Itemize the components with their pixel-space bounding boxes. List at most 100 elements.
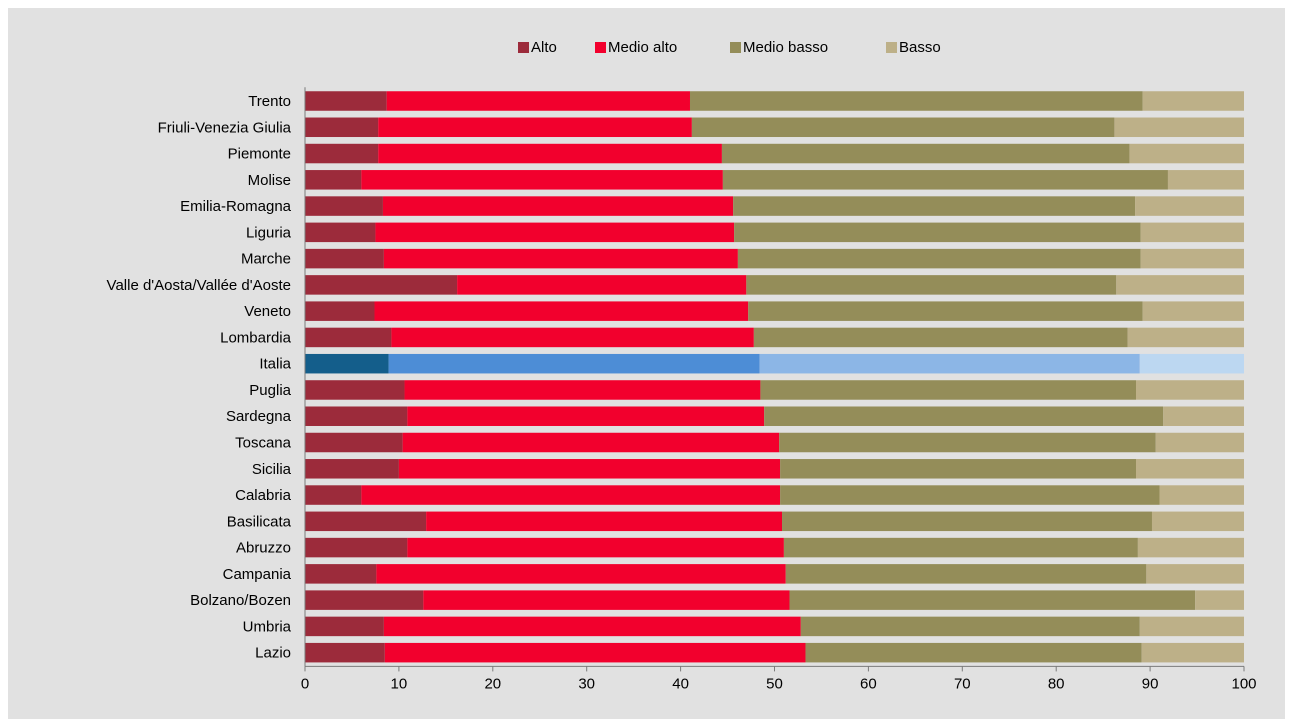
bar-italia-alto bbox=[305, 353, 389, 374]
bar-toscana-alto bbox=[305, 432, 403, 453]
bar-campania-alto bbox=[305, 564, 377, 584]
bar-basilicata-alto bbox=[305, 511, 427, 532]
chart-panel: Alto Medio alto Medio basso Basso Trento Fri… bbox=[8, 8, 1285, 719]
bar-sicilia-basso bbox=[1136, 459, 1244, 479]
bar-molise-alto bbox=[305, 170, 362, 190]
x-axis: 0 10 20 30 40 50 60 70 80 90 100 bbox=[301, 87, 1257, 692]
bar-bolzano-bozen-medio-basso bbox=[789, 590, 1196, 610]
bar-lombardia-medio-basso bbox=[753, 327, 1128, 348]
bar-lazio-basso bbox=[1141, 642, 1244, 663]
bar-marche-alto bbox=[305, 248, 384, 269]
bar-sicilia-medio-alto bbox=[398, 459, 781, 479]
bar-umbria-basso bbox=[1139, 616, 1244, 637]
bar-friuli-venezia-giulia-medio-basso bbox=[691, 117, 1115, 138]
bar-italia-basso bbox=[1139, 353, 1244, 374]
x-tick-label-60: 60 bbox=[860, 675, 877, 692]
legend: Alto Medio alto Medio basso Basso bbox=[518, 39, 941, 56]
bar-trento-alto bbox=[305, 91, 387, 111]
bar-lazio-medio-basso bbox=[805, 642, 1142, 663]
category-label-valle-d-aosta-vallee-d-aoste: Valle d'Aosta/Vallée d'Aoste bbox=[107, 277, 291, 294]
category-label-lombardia: Lombardia bbox=[220, 329, 292, 346]
bar-bolzano-bozen-alto bbox=[305, 590, 424, 610]
legend-swatch-medio-alto bbox=[595, 42, 606, 53]
category-label-puglia: Puglia bbox=[249, 382, 291, 399]
legend-label-medio-alto: Medio alto bbox=[608, 39, 677, 56]
category-label-campania: Campania bbox=[223, 566, 292, 583]
category-label-veneto: Veneto bbox=[244, 303, 291, 320]
bar-friuli-venezia-giulia-medio-alto bbox=[378, 117, 692, 138]
x-tick-label-30: 30 bbox=[578, 675, 595, 692]
bar-calabria-basso bbox=[1159, 485, 1244, 505]
bar-friuli-venezia-giulia-basso bbox=[1114, 117, 1244, 138]
bar-toscana-medio-basso bbox=[779, 432, 1156, 453]
category-label-italia: Italia bbox=[259, 356, 291, 373]
bar-valle-d-aosta-vallee-d-aoste-medio-alto bbox=[457, 275, 747, 295]
bar-lombardia-medio-alto bbox=[391, 327, 754, 348]
bar-valle-d-aosta-vallee-d-aoste-basso bbox=[1116, 275, 1244, 295]
bar-molise-medio-basso bbox=[722, 170, 1168, 190]
category-label-liguria: Liguria bbox=[246, 224, 292, 241]
bar-emilia-romagna-medio-alto bbox=[382, 196, 734, 216]
bar-toscana-basso bbox=[1155, 432, 1244, 453]
category-label-piemonte: Piemonte bbox=[228, 146, 291, 163]
legend-label-alto: Alto bbox=[531, 39, 557, 56]
category-label-calabria: Calabria bbox=[235, 487, 292, 504]
bar-sicilia-medio-basso bbox=[780, 459, 1137, 479]
x-tick-label-80: 80 bbox=[1048, 675, 1065, 692]
bar-sardegna-medio-basso bbox=[764, 406, 1164, 426]
bar-piemonte-alto bbox=[305, 143, 379, 164]
bar-calabria-medio-basso bbox=[780, 485, 1160, 505]
x-tick-label-10: 10 bbox=[391, 675, 408, 692]
bar-sardegna-alto bbox=[305, 406, 408, 426]
bar-basilicata-medio-basso bbox=[782, 511, 1152, 532]
legend-swatch-medio-basso bbox=[730, 42, 741, 53]
x-tick-label-20: 20 bbox=[484, 675, 501, 692]
bar-bolzano-bozen-medio-alto bbox=[423, 590, 790, 610]
x-tick-label-40: 40 bbox=[672, 675, 689, 692]
category-label-basilicata: Basilicata bbox=[227, 513, 292, 530]
bar-bolzano-bozen-basso bbox=[1195, 590, 1244, 610]
category-label-emilia-romagna: Emilia-Romagna bbox=[180, 198, 292, 215]
category-label-marche: Marche bbox=[241, 251, 291, 268]
bar-abruzzo-basso bbox=[1137, 537, 1244, 558]
bar-marche-basso bbox=[1140, 248, 1244, 269]
bar-calabria-medio-alto bbox=[361, 485, 781, 505]
bar-sicilia-alto bbox=[305, 459, 399, 479]
bar-veneto-alto bbox=[305, 301, 375, 321]
category-labels: Trento Friuli-Venezia Giulia Piemonte Molis… bbox=[107, 93, 292, 662]
bar-veneto-medio-basso bbox=[748, 301, 1143, 321]
bar-puglia-alto bbox=[305, 380, 405, 400]
bar-friuli-venezia-giulia-alto bbox=[305, 117, 379, 138]
category-label-sicilia: Sicilia bbox=[252, 461, 292, 478]
bar-emilia-romagna-medio-basso bbox=[733, 196, 1136, 216]
bar-piemonte-medio-basso bbox=[721, 143, 1130, 164]
bar-umbria-medio-alto bbox=[383, 616, 801, 637]
bar-campania-basso bbox=[1146, 564, 1244, 584]
bar-veneto-medio-alto bbox=[374, 301, 749, 321]
bar-toscana-medio-alto bbox=[402, 432, 780, 453]
legend-swatch-basso bbox=[886, 42, 897, 53]
bar-calabria-alto bbox=[305, 485, 362, 505]
bar-liguria-basso bbox=[1140, 222, 1244, 243]
bar-basilicata-basso bbox=[1151, 511, 1244, 532]
x-tick-label-70: 70 bbox=[954, 675, 971, 692]
category-label-toscana: Toscana bbox=[235, 435, 292, 452]
bar-lazio-medio-alto bbox=[384, 642, 806, 663]
bar-liguria-medio-alto bbox=[375, 222, 735, 243]
bars-group bbox=[305, 91, 1244, 663]
bar-marche-medio-basso bbox=[737, 248, 1141, 269]
category-label-friuli-venezia-giulia: Friuli-Venezia Giulia bbox=[158, 119, 292, 136]
bar-emilia-romagna-basso bbox=[1135, 196, 1244, 216]
legend-label-basso: Basso bbox=[899, 39, 941, 56]
bar-emilia-romagna-alto bbox=[305, 196, 383, 216]
bar-abruzzo-alto bbox=[305, 537, 408, 558]
bar-sardegna-medio-alto bbox=[407, 406, 765, 426]
bar-molise-medio-alto bbox=[361, 170, 723, 190]
bar-italia-medio-basso bbox=[759, 353, 1140, 374]
category-label-sardegna: Sardegna bbox=[226, 408, 292, 425]
bar-piemonte-medio-alto bbox=[378, 143, 722, 164]
category-label-umbria: Umbria bbox=[243, 618, 292, 635]
stacked-bar-chart: Alto Medio alto Medio basso Basso Trento Fri… bbox=[107, 39, 1257, 692]
category-label-lazio: Lazio bbox=[255, 645, 291, 662]
bar-marche-medio-alto bbox=[383, 248, 738, 269]
